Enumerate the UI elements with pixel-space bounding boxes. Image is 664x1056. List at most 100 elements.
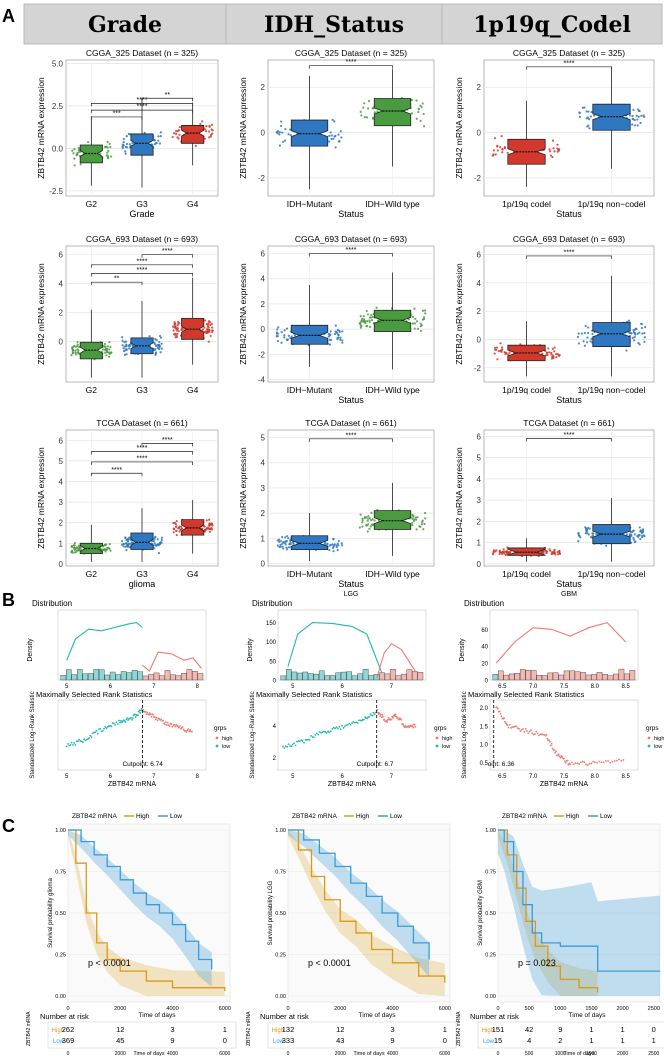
rank-point-high — [569, 763, 572, 766]
jitter-point — [340, 542, 343, 545]
y-tick-label: 0 — [261, 325, 266, 334]
chart-title: CGGA_325 Dataset (n = 325) — [295, 48, 407, 58]
jitter-point — [281, 535, 284, 539]
rank-point-high — [611, 760, 614, 763]
y-tick-label: 3 — [477, 496, 482, 505]
jitter-point — [558, 353, 561, 357]
jitter-point — [415, 320, 419, 323]
rank-point-high — [519, 730, 522, 733]
jitter-point — [419, 324, 423, 328]
rank-point-low — [355, 721, 358, 724]
jitter-point — [585, 529, 588, 532]
jitter-point — [77, 146, 80, 150]
jitter-point — [497, 349, 500, 353]
rank-point-low — [327, 730, 329, 733]
jitter-point — [333, 135, 336, 138]
rank-point-high — [146, 711, 149, 714]
rank-point-high — [553, 749, 556, 752]
jitter-point — [587, 110, 590, 113]
rank-point-high — [558, 755, 561, 758]
rank-point-high — [622, 759, 625, 761]
significance-label: ** — [114, 276, 120, 283]
distribution-title: Distribution — [464, 599, 504, 608]
jitter-point — [284, 543, 287, 546]
jitter-point — [124, 150, 127, 153]
significance-label: **** — [137, 455, 148, 462]
jitter-point — [423, 522, 426, 526]
km-pvalue: p < 0.0001 — [308, 958, 351, 968]
jitter-point — [578, 111, 581, 114]
risk-title: Number at risk — [260, 1012, 309, 1021]
rank-point-high — [586, 764, 589, 767]
jitter-point — [125, 142, 129, 146]
risk-axis-label: ZBTB42 mRNA — [456, 1011, 462, 1046]
jitter-point — [581, 106, 585, 109]
jitter-point — [339, 130, 342, 133]
rank-point-low — [137, 714, 139, 717]
rank-point-low — [304, 738, 307, 741]
jitter-point — [207, 328, 211, 331]
risk-x-tick: 1000 — [555, 1051, 566, 1056]
jitter-point — [276, 332, 279, 335]
km-legend-low: Low — [170, 813, 182, 820]
km-x-label: Time of days — [569, 1012, 607, 1019]
jitter-point — [584, 532, 587, 535]
jitter-point — [501, 348, 504, 351]
jitter-point — [424, 517, 427, 520]
jitter-point — [422, 528, 425, 531]
jitter-point — [593, 114, 596, 117]
cutpoint-label: Cutpoint: 6.7 — [357, 761, 394, 768]
risk-count: 333 — [282, 1036, 295, 1045]
jitter-point — [76, 549, 79, 552]
significance-bracket — [90, 461, 194, 465]
rank-point-high — [395, 715, 398, 718]
rank-point-low — [81, 741, 84, 744]
legend-swatch-low — [215, 744, 219, 748]
jitter-point — [636, 332, 639, 335]
legend-low: low — [442, 744, 450, 750]
x-tick-label: 1p/19q codel — [502, 199, 551, 209]
risk-count: 1 — [223, 1025, 227, 1034]
jitter-point — [501, 151, 504, 154]
risk-table-frame — [477, 1021, 664, 1049]
significance-label: **** — [564, 432, 575, 439]
jitter-point — [585, 341, 589, 344]
jitter-point — [557, 553, 560, 556]
jitter-point — [73, 148, 76, 151]
jitter-point — [411, 517, 414, 521]
rank-point-high — [620, 759, 623, 762]
risk-count: 1 — [621, 1036, 625, 1045]
rank-point-high — [189, 729, 192, 731]
jitter-point — [78, 345, 81, 349]
jitter-point — [492, 551, 495, 555]
jitter-point — [159, 351, 162, 354]
risk-x-tick: 500 — [525, 1051, 534, 1056]
jitter-point — [73, 546, 76, 550]
jitter-point — [109, 146, 112, 149]
y-tick-label: -2 — [258, 174, 266, 183]
jitter-point — [211, 524, 214, 527]
jitter-point — [176, 320, 180, 323]
rank-point-low — [289, 745, 291, 747]
rank-x-tick: 7.0 — [529, 774, 538, 780]
y-tick-label: 5 — [261, 434, 266, 443]
y-tick-label: 4 — [477, 279, 482, 288]
rank-point-low — [134, 715, 137, 718]
rank-point-high — [154, 718, 157, 721]
jitter-point — [275, 335, 278, 338]
km-curve-low — [68, 829, 213, 970]
rank-point-high — [592, 760, 594, 763]
jitter-point — [640, 114, 643, 117]
jitter-point — [604, 544, 608, 547]
jitter-point — [77, 544, 80, 547]
rank-point-low — [313, 736, 315, 739]
jitter-point — [209, 323, 212, 327]
jitter-point — [587, 331, 590, 335]
significance-label: **** — [346, 432, 357, 439]
y-axis-label: ZBTB42 mRNA expression — [454, 447, 464, 549]
rank-point-low — [95, 729, 98, 732]
jitter-point — [283, 329, 286, 332]
jitter-point — [583, 106, 586, 109]
histogram-bar — [98, 669, 105, 681]
